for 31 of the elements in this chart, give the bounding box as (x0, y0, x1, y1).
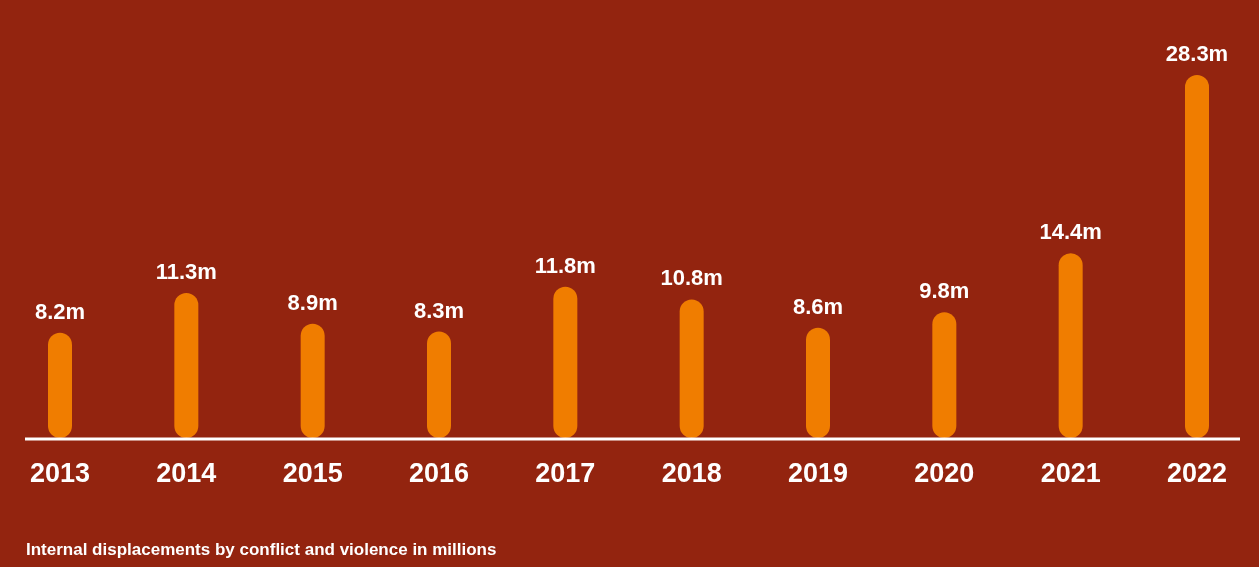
bar (1058, 253, 1083, 438)
bar (48, 332, 72, 438)
bar (679, 299, 704, 438)
x-tick-label: 2022 (1166, 458, 1228, 488)
data-label: 8.9m (287, 289, 338, 315)
x-tick-label: 2018 (661, 458, 722, 488)
x-tick-label: 2021 (1040, 458, 1101, 488)
text: Internal displacements by conflict and violence in millions (26, 540, 497, 559)
x-tick-label: 2016 (408, 458, 470, 488)
bar (427, 331, 451, 438)
bar (300, 323, 325, 438)
x-tick-label: 2017 (535, 458, 596, 488)
x-tick-label: 2014 (156, 458, 217, 488)
data-label: 11.8m (534, 252, 596, 278)
data-label: 8.2m (34, 298, 86, 324)
data-label: 28.3m (1165, 41, 1229, 66)
x-tick-label: 2013 (29, 458, 91, 488)
bar (806, 327, 830, 438)
data-label: 14.4m (1039, 219, 1102, 245)
x-tick-label: 2020 (914, 458, 975, 488)
data-label: 11.3m (155, 259, 217, 285)
bar (1185, 75, 1209, 438)
data-label: 9.8m (919, 278, 970, 304)
data-label: 10.8m (660, 265, 723, 291)
data-label: 8.6m (792, 293, 844, 319)
x-tick-label: 2019 (787, 458, 849, 488)
x-tick-label: 2015 (282, 458, 343, 488)
bar (174, 293, 199, 438)
bar (932, 312, 957, 438)
bar (553, 286, 578, 438)
data-label: 8.3m (413, 297, 465, 323)
